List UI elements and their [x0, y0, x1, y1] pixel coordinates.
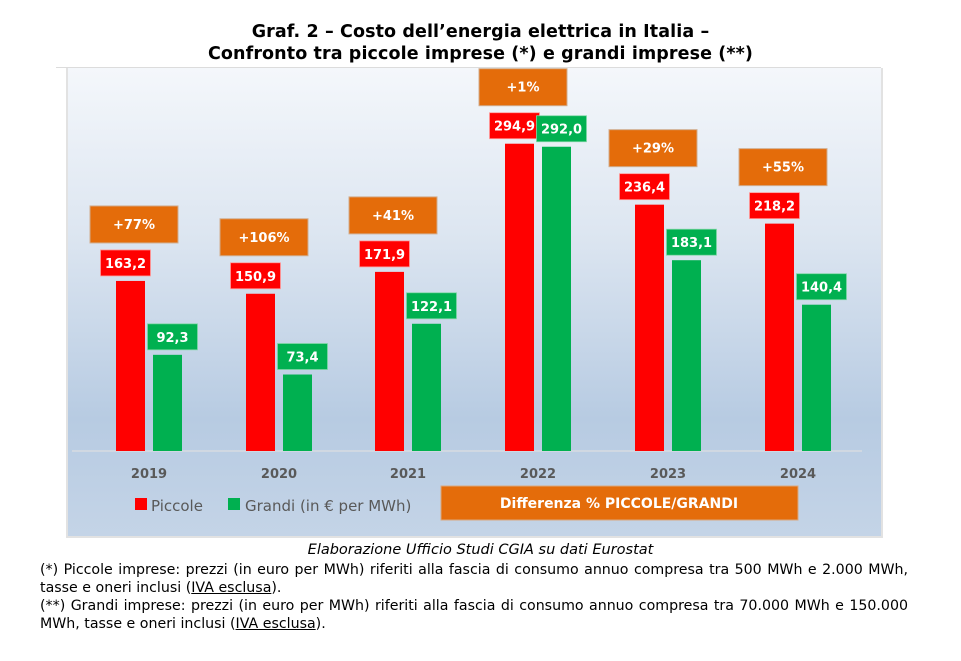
data-label-box-grandi-2020 [277, 343, 328, 370]
bar-piccole-2020 [246, 293, 275, 451]
data-label-piccole-2022: 294,9 [494, 120, 535, 135]
footnote-underlined-text: IVA esclusa [191, 580, 272, 596]
difference-badge-2021 [348, 196, 438, 235]
footnote-text: (*) Piccole imprese: prezzi (in euro per… [40, 562, 908, 596]
chart-title-line2: Confronto tra piccole imprese (*) e gran… [207, 44, 753, 64]
footnote-grandi: (**) Grandi imprese: prezzi (in euro per… [40, 597, 908, 633]
legend: Piccole Grandi (in € per MWh) Differenza… [135, 485, 799, 521]
data-label-box-grandi-2019 [147, 323, 198, 351]
difference-label-2022: +1% [507, 81, 540, 96]
footnote-text: (**) Grandi imprese: prezzi (in euro per… [40, 598, 908, 632]
legend-difference-label: Differenza % PICCOLE/GRANDI [500, 496, 738, 512]
data-label-grandi-2024: 140,4 [801, 281, 842, 296]
difference-label-2021: +41% [372, 209, 414, 224]
difference-label-2023: +29% [632, 142, 674, 157]
bar-grandi-2021 [412, 323, 441, 451]
bar-grandi-2022 [542, 146, 571, 451]
data-label-box-piccole-2022 [489, 112, 540, 140]
legend-difference-box [440, 485, 799, 521]
data-label-grandi-2020: 73,4 [286, 351, 318, 366]
data-label-grandi-2019: 92,3 [156, 331, 188, 346]
x-tick-label-2023: 2023 [650, 467, 686, 482]
data-label-grandi-2021: 122,1 [411, 300, 452, 315]
difference-badge-2020 [219, 218, 309, 257]
data-label-piccole-2019: 163,2 [105, 257, 146, 272]
data-label-box-piccole-2023 [619, 173, 670, 201]
data-label-box-grandi-2023 [666, 228, 717, 256]
data-label-piccole-2020: 150,9 [235, 270, 276, 285]
data-label-grandi-2023: 183,1 [671, 236, 712, 251]
bar-piccole-2024 [765, 223, 794, 451]
bar-chart: 163,2 92,3 +77% 2019 150,9 73,4 +106% 2020 171,9… [72, 68, 862, 521]
footnote-piccole: (*) Piccole imprese: prezzi (in euro per… [40, 561, 908, 597]
bar-piccole-2023 [635, 204, 664, 451]
bar-grandi-2023 [672, 260, 701, 451]
difference-badge-2024 [738, 148, 828, 187]
data-label-piccole-2021: 171,9 [364, 248, 405, 263]
data-label-box-piccole-2021 [359, 240, 410, 268]
footnote-suffix: ). [315, 616, 326, 632]
plot-area: 163,2 92,3 +77% 2019 150,9 73,4 +106% 2020 171,9… [66, 68, 883, 538]
data-label-box-piccole-2024 [749, 192, 800, 220]
data-label-box-grandi-2021 [406, 292, 457, 320]
data-label-box-piccole-2020 [230, 262, 281, 290]
bar-grandi-2019 [153, 354, 182, 451]
chart-title-line1: Graf. 2 – Costo dell’energia elettrica i… [251, 22, 710, 42]
x-tick-label-2021: 2021 [390, 467, 426, 482]
x-tick-label-2022: 2022 [520, 467, 556, 482]
footnote-suffix: ). [271, 580, 282, 596]
bar-grandi-2020 [283, 374, 312, 451]
data-label-piccole-2024: 218,2 [754, 200, 795, 215]
x-tick-label-2024: 2024 [780, 467, 816, 482]
chart-frame [56, 67, 881, 538]
data-label-grandi-2022: 292,0 [541, 123, 582, 138]
data-label-box-grandi-2024 [796, 273, 847, 301]
data-label-piccole-2023: 236,4 [624, 181, 665, 196]
legend-label-grandi: Grandi (in € per MWh) [245, 497, 411, 515]
x-tick-label-2019: 2019 [131, 467, 167, 482]
source-caption: Elaborazione Ufficio Studi CGIA su dati … [307, 542, 654, 558]
bar-piccole-2021 [375, 271, 404, 451]
legend-swatch-piccole [135, 498, 147, 510]
footnote-underlined-text: IVA esclusa [235, 616, 316, 632]
difference-label-2020: +106% [238, 231, 289, 246]
difference-badge-2022 [478, 68, 568, 107]
x-tick-label-2020: 2020 [261, 467, 297, 482]
bar-grandi-2024 [802, 304, 831, 451]
data-label-box-piccole-2019 [100, 249, 151, 277]
difference-label-2019: +77% [113, 218, 155, 233]
data-label-box-grandi-2022 [536, 115, 587, 143]
legend-swatch-grandi [228, 498, 240, 510]
bar-piccole-2019 [116, 280, 145, 451]
difference-badge-2023 [608, 129, 698, 168]
bar-piccole-2022 [505, 143, 534, 451]
legend-label-piccole: Piccole [151, 497, 203, 515]
difference-badge-2019 [89, 205, 179, 244]
difference-label-2024: +55% [762, 161, 804, 176]
